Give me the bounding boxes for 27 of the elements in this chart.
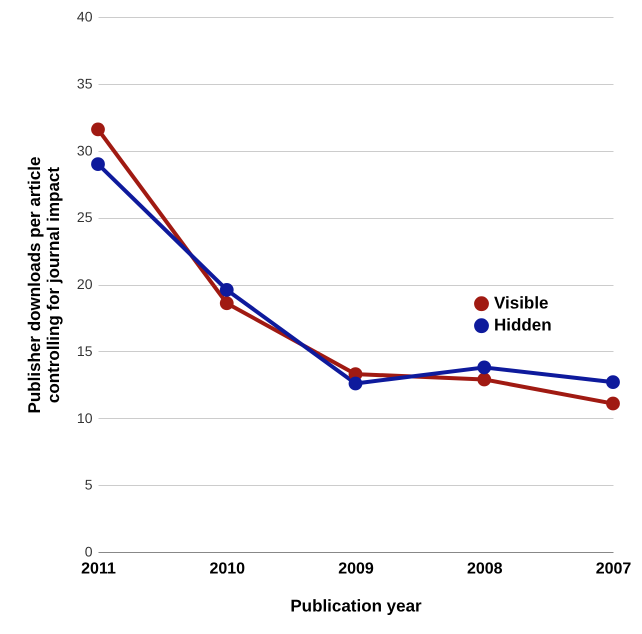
x-tick-label: 2009	[338, 560, 374, 578]
point	[220, 296, 234, 310]
legend-label: Hidden	[494, 316, 552, 335]
x-tick-label: 2007	[596, 560, 632, 578]
point	[477, 360, 492, 374]
point	[91, 157, 105, 172]
y-tick-label: 15	[76, 342, 93, 359]
y-tick-label: 40	[76, 8, 93, 24]
point	[477, 372, 492, 386]
x-axis-title: Publication year	[290, 596, 422, 616]
y-tick-label: 30	[76, 142, 93, 158]
point	[220, 282, 234, 297]
point	[606, 396, 620, 410]
point	[91, 122, 105, 136]
y-axis-title: Publisher downloads per article controlling for journal impact	[24, 156, 63, 414]
y-tick-label: 25	[76, 209, 93, 226]
point	[348, 376, 362, 390]
y-tick-label: 35	[76, 75, 93, 92]
legend-label: Visible	[494, 294, 548, 313]
x-tick-label: 2011	[81, 560, 116, 578]
point	[606, 375, 620, 390]
x-tick-label: 2008	[466, 560, 503, 578]
y-tick-label: 20	[76, 276, 93, 292]
x-tick-label: 2010	[209, 560, 246, 578]
y-tick-label: 0	[84, 544, 93, 560]
y-tick-label: 5	[84, 476, 93, 493]
y-tick-label: 10	[76, 410, 93, 426]
